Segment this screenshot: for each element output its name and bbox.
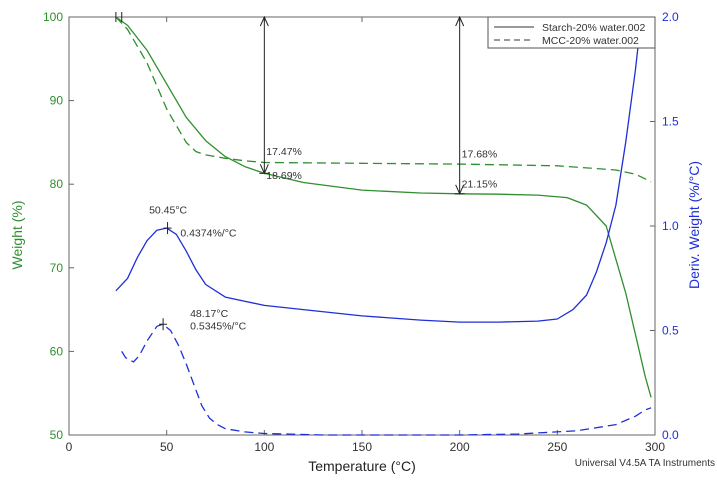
deriv-line-starch — [115, 16, 642, 323]
markers — [115, 12, 465, 331]
y-right-tick-label: 2.0 — [662, 10, 679, 24]
x-tick-label: 150 — [352, 440, 372, 454]
annotation-label: 18.69% — [266, 170, 302, 182]
y-right-tick-label: 0.5 — [662, 324, 679, 338]
weight-line-starch — [115, 16, 652, 398]
instrument-footer: Universal V4.5A TA Instruments — [575, 458, 715, 469]
x-tick-label: 200 — [450, 440, 470, 454]
y-axis-right-title: Deriv. Weight (%/°C) — [686, 161, 702, 289]
weight-line-mcc — [115, 16, 652, 183]
y-left-tick-label: 90 — [50, 94, 64, 108]
series-lines — [115, 16, 652, 436]
y-left-tick-label: 100 — [43, 10, 63, 24]
y-left-tick-label: 50 — [50, 428, 64, 442]
annotation-label: 17.68% — [462, 148, 498, 160]
annotation-label: 0.5345%/°C — [190, 320, 247, 332]
tick-marks — [68, 16, 656, 436]
annotation-label: 17.47% — [266, 146, 302, 158]
y-axis-left-title: Weight (%) — [9, 201, 25, 270]
y-left-tick-label: 80 — [50, 177, 64, 191]
x-tick-label: 100 — [254, 440, 274, 454]
x-tick-label: 250 — [547, 440, 567, 454]
annotation-label: 0.4374%/°C — [180, 227, 237, 239]
annotation-label: 48.17°C — [190, 308, 228, 320]
step-arrow-head-top — [455, 15, 465, 27]
x-tick-label: 50 — [160, 440, 174, 454]
legend-box — [487, 16, 656, 49]
step-arrow-head-top — [259, 15, 269, 27]
deriv-line-mcc — [121, 323, 652, 436]
y-right-tick-label: 1.5 — [662, 115, 679, 129]
y-right-tick-label: 0.0 — [662, 428, 679, 442]
y-right-tick-label: 1.0 — [662, 219, 679, 233]
annotation-label: 50.45°C — [149, 204, 187, 216]
x-axis-title: Temperature (°C) — [308, 458, 416, 474]
annotation-label: 21.15% — [462, 179, 498, 191]
y-left-tick-label: 70 — [50, 261, 64, 275]
legend-label: Starch-20% water.002 — [542, 22, 645, 34]
y-left-tick-label: 60 — [50, 344, 64, 358]
x-tick-label: 0 — [66, 440, 73, 454]
annotations: 17.47% 18.69% 17.68% 21.15% 50.45°C 0.4374%/°… — [149, 146, 497, 333]
tick-labels: 0 50 100 150 200 250 30050607080901000.00.51.0… — [43, 10, 679, 454]
legend-label: MCC-20% water.002 — [542, 35, 639, 47]
x-tick-label: 300 — [645, 440, 665, 454]
plot-frame — [68, 16, 656, 436]
